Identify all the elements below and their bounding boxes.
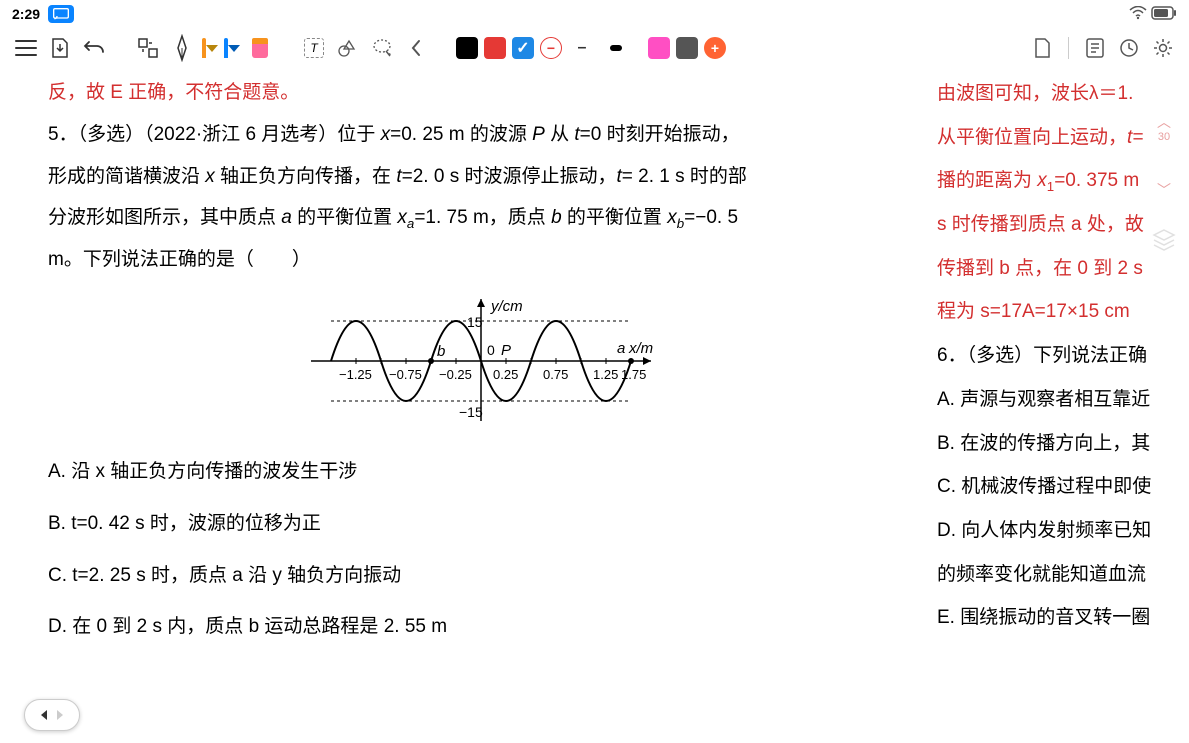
- gear-icon[interactable]: [1149, 34, 1177, 62]
- side-l0: 由波图可知，波长λ＝1.: [937, 72, 1187, 116]
- prev-answer-tail: 反，故 E 正确，不符合题意。: [48, 72, 913, 114]
- nav-prev-icon: [38, 708, 50, 722]
- options: A. 沿 x 轴正负方向传播的波发生干涉 B. t=0. 42 s 时，波源的位…: [48, 451, 913, 648]
- svg-text:−15: −15: [459, 404, 483, 420]
- color-pink[interactable]: [648, 37, 670, 59]
- side-l1: 从平衡位置向上运动，t=: [937, 116, 1187, 160]
- main-column: 反，故 E 正确，不符合题意。 5．（多选）（2022·浙江 6 月选考）位于 …: [0, 68, 933, 695]
- status-bar: 2:29: [0, 0, 1189, 28]
- color-black[interactable]: [456, 37, 478, 59]
- question-5-line2: 形成的简谐横波沿 x 轴正负方向传播，在 t=2. 0 s 时波源停止振动，t=…: [48, 156, 913, 198]
- svg-text:−1.25: −1.25: [339, 367, 372, 382]
- svg-text:−0.75: −0.75: [389, 367, 422, 382]
- svg-text:a: a: [617, 340, 625, 357]
- option-b: B. t=0. 42 s 时，波源的位移为正: [48, 503, 913, 545]
- svg-text:b: b: [437, 343, 445, 360]
- option-c: C. t=2. 25 s 时，质点 a 沿 y 轴负方向振动: [48, 555, 913, 597]
- battery-icon: [1151, 6, 1177, 23]
- toolbar: T ✓ − – +: [0, 28, 1189, 68]
- page-icon[interactable]: [1028, 34, 1056, 62]
- history-icon[interactable]: [1115, 34, 1143, 62]
- eraser-icon[interactable]: [246, 34, 274, 62]
- lasso-icon[interactable]: [368, 34, 396, 62]
- wave-chart: y/cm 15 −15 0 P a x/m b −1.25 −0.75 −0.2…: [48, 291, 913, 431]
- question-5-stem: 5．（多选）（2022·浙江 6 月选考）位于 x=0. 25 m 的波源 P …: [48, 114, 913, 156]
- layers-icon[interactable]: [1151, 226, 1177, 270]
- shape-tool-icon[interactable]: [334, 34, 362, 62]
- svg-text:x/m: x/m: [628, 340, 653, 357]
- svg-text:−0.25: −0.25: [439, 367, 472, 382]
- shrink-button[interactable]: −: [540, 37, 562, 59]
- add-button[interactable]: +: [704, 37, 726, 59]
- svg-text:P: P: [501, 342, 511, 359]
- bookmark-list-icon[interactable]: [1081, 34, 1109, 62]
- side-l11: 的频率变化就能知道血流: [937, 553, 1187, 597]
- side-l2: 播的距离为 x1=0. 375 m: [937, 159, 1187, 203]
- question-5-line3: 分波形如图所示，其中质点 a 的平衡位置 xa=1. 75 m，质点 b 的平衡…: [48, 197, 913, 239]
- side-l10: D. 向人体内发射频率已知: [937, 509, 1187, 553]
- pen-blue[interactable]: [224, 34, 240, 62]
- color-blue-active[interactable]: ✓: [512, 37, 534, 59]
- split-page-num: 30: [1157, 131, 1171, 144]
- undo-icon[interactable]: [80, 34, 108, 62]
- side-l3: s 时传播到质点 a 处，故: [937, 203, 1187, 247]
- pen-orange[interactable]: [202, 34, 218, 62]
- side-l12: E. 围绕振动的音叉转一圈: [937, 596, 1187, 640]
- side-l9: C. 机械波传播过程中即使: [937, 465, 1187, 509]
- size-dash[interactable]: –: [568, 34, 596, 62]
- side-column: 由波图可知，波长λ＝1. 从平衡位置向上运动，t= 播的距离为 x1=0. 37…: [933, 68, 1189, 695]
- import-icon[interactable]: [46, 34, 74, 62]
- split-handle[interactable]: ︿ 30 ﹀: [1157, 114, 1171, 199]
- menu-icon[interactable]: [12, 34, 40, 62]
- page-nav-pill[interactable]: [24, 699, 80, 731]
- svg-text:0.75: 0.75: [543, 367, 568, 382]
- color-red[interactable]: [484, 37, 506, 59]
- option-d: D. 在 0 到 2 s 内，质点 b 运动总路程是 2. 55 m: [48, 606, 913, 648]
- side-l7: A. 声源与观察者相互靠近: [937, 378, 1187, 422]
- text-tool-icon[interactable]: T: [300, 34, 328, 62]
- svg-text:0: 0: [487, 342, 495, 358]
- svg-text:0.25: 0.25: [493, 367, 518, 382]
- side-l4: 传播到 b 点，在 0 到 2 s: [937, 247, 1187, 291]
- svg-text:1.75: 1.75: [621, 367, 646, 382]
- size-dot[interactable]: [602, 34, 630, 62]
- svg-text:1.25: 1.25: [593, 367, 618, 382]
- option-a: A. 沿 x 轴正负方向传播的波发生干涉: [48, 451, 913, 493]
- chevron-down-icon: ﹀: [1157, 182, 1171, 199]
- content: 反，故 E 正确，不符合题意。 5．（多选）（2022·浙江 6 月选考）位于 …: [0, 68, 1189, 695]
- color-dark[interactable]: [676, 37, 698, 59]
- pen-fountain-icon[interactable]: [168, 34, 196, 62]
- question-5-line4: m。下列说法正确的是（ ）: [48, 239, 913, 281]
- svg-text:15: 15: [467, 314, 483, 330]
- chevron-up-icon: ︿: [1157, 114, 1171, 131]
- cast-icon: [48, 5, 74, 23]
- wifi-icon: [1129, 6, 1147, 23]
- svg-text:y/cm: y/cm: [490, 298, 523, 315]
- shapes-icon[interactable]: [134, 34, 162, 62]
- side-l5: 程为 s=17A=17×15 cm: [937, 290, 1187, 334]
- nav-next-icon: [54, 708, 66, 722]
- side-l6: 6．（多选）下列说法正确: [937, 334, 1187, 378]
- side-l8: B. 在波的传播方向上，其: [937, 422, 1187, 466]
- chevron-left-icon[interactable]: [402, 34, 430, 62]
- clock: 2:29: [12, 6, 40, 22]
